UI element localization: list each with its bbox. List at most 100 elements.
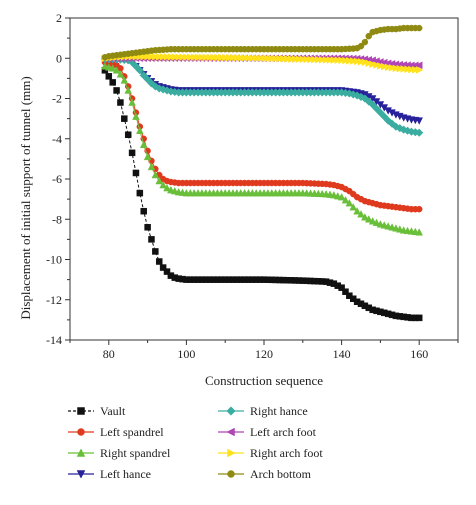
x-tick-label: 80 xyxy=(103,347,115,361)
data-point-right-hance xyxy=(135,66,144,75)
data-point-right-arch-foot xyxy=(287,55,296,63)
y-axis-title: Displacement of initial support of tunne… xyxy=(18,76,33,319)
data-point-right-arch-foot xyxy=(190,53,199,62)
data-point-right-arch-foot xyxy=(404,65,412,74)
data-point-right-spandrel xyxy=(147,162,156,171)
data-point-right-spandrel xyxy=(120,76,129,84)
data-point-vault xyxy=(144,224,151,231)
data-point-right-spandrel xyxy=(143,152,152,161)
data-point-right-arch-foot xyxy=(225,53,234,62)
data-point-right-spandrel xyxy=(372,218,381,227)
legend-marker xyxy=(76,470,86,479)
data-point-right-arch-foot xyxy=(392,64,401,73)
data-point-left-spandrel xyxy=(415,205,423,213)
data-point-right-arch-foot xyxy=(241,54,249,62)
series-group xyxy=(100,24,424,322)
data-point-right-arch-foot xyxy=(377,62,385,70)
data-point-right-arch-foot xyxy=(284,55,292,63)
data-point-right-arch-foot xyxy=(249,54,257,62)
data-point-vault xyxy=(140,207,147,215)
data-point-right-arch-foot xyxy=(198,53,207,62)
series-arch-bottom xyxy=(101,24,423,61)
data-point-right-arch-foot xyxy=(155,53,164,61)
data-point-right-arch-foot xyxy=(183,53,191,62)
data-point-right-arch-foot xyxy=(202,53,210,62)
data-point-right-spandrel xyxy=(132,112,140,120)
data-point-right-arch-foot xyxy=(179,53,187,61)
data-point-right-spandrel xyxy=(116,70,125,78)
y-tick-label: -4 xyxy=(52,132,62,146)
data-point-right-arch-foot xyxy=(175,53,183,61)
legend-item-left-hance: Left hance xyxy=(68,467,151,481)
data-point-right-spandrel xyxy=(163,183,171,192)
data-point-right-arch-foot xyxy=(245,54,253,62)
data-point-right-spandrel xyxy=(155,176,164,185)
legend-label: Vault xyxy=(100,404,126,418)
data-point-right-arch-foot xyxy=(381,62,389,71)
data-point-right-arch-foot xyxy=(210,53,218,62)
data-point-right-arch-foot xyxy=(144,52,152,61)
data-point-right-spandrel xyxy=(159,180,167,189)
data-point-right-arch-foot xyxy=(264,54,273,63)
data-point-right-arch-foot xyxy=(330,56,338,64)
legend-marker xyxy=(226,406,236,416)
data-point-right-hance xyxy=(147,79,156,88)
legend-item-right-hance: Right hance xyxy=(218,404,308,418)
data-point-right-arch-foot xyxy=(353,57,362,66)
data-point-right-spandrel xyxy=(128,98,136,106)
data-point-right-arch-foot xyxy=(408,65,416,74)
legend-item-right-spandrel: Right spandrel xyxy=(68,446,171,460)
y-tick-label: -12 xyxy=(46,293,62,307)
y-tick-label: 2 xyxy=(56,11,62,25)
legend-label: Left arch foot xyxy=(250,425,317,439)
data-point-right-spandrel xyxy=(337,192,346,201)
data-point-right-arch-foot xyxy=(396,64,404,73)
series-right-spandrel xyxy=(101,62,424,236)
y-tick-label: -10 xyxy=(46,253,62,267)
data-point-right-arch-foot xyxy=(148,52,156,61)
legend-marker xyxy=(76,448,86,457)
x-axis-title: Construction sequence xyxy=(205,373,323,388)
data-point-right-spandrel xyxy=(357,210,365,218)
legend-label: Right spandrel xyxy=(100,446,171,460)
data-point-vault xyxy=(124,131,132,138)
legend-marker xyxy=(77,428,85,436)
y-tick-label: -6 xyxy=(52,172,62,186)
data-point-right-arch-foot xyxy=(167,53,176,61)
data-point-right-arch-foot xyxy=(206,53,214,62)
data-point-right-arch-foot xyxy=(171,53,179,61)
data-point-right-arch-foot xyxy=(252,54,261,62)
data-point-right-arch-foot xyxy=(237,54,245,62)
data-point-vault xyxy=(128,149,136,157)
legend-label: Left hance xyxy=(100,467,151,481)
data-point-arch-bottom xyxy=(365,32,373,40)
legend-label: Right arch foot xyxy=(250,446,323,460)
data-point-right-spandrel xyxy=(353,207,361,215)
data-point-right-spandrel xyxy=(364,215,373,223)
x-tick-label: 160 xyxy=(410,347,428,361)
data-point-right-arch-foot xyxy=(260,54,269,63)
data-point-vault xyxy=(121,115,128,122)
legend-item-right-arch-foot: Right arch foot xyxy=(218,446,323,460)
data-point-right-arch-foot xyxy=(400,65,408,73)
data-point-right-arch-foot xyxy=(322,56,331,64)
data-point-right-arch-foot xyxy=(291,55,300,63)
data-point-right-arch-foot xyxy=(326,56,335,64)
data-point-arch-bottom xyxy=(361,38,369,46)
data-point-right-spandrel xyxy=(151,170,160,179)
data-point-right-arch-foot xyxy=(159,53,168,61)
data-point-right-arch-foot xyxy=(315,55,323,64)
data-point-arch-bottom xyxy=(415,24,423,32)
data-point-left-hance xyxy=(415,117,424,125)
data-point-right-arch-foot xyxy=(342,56,350,65)
series-vault xyxy=(101,67,423,322)
data-point-right-spandrel xyxy=(349,203,358,211)
data-point-right-arch-foot xyxy=(152,52,160,61)
data-point-right-spandrel xyxy=(139,140,148,149)
data-point-right-arch-foot xyxy=(373,61,381,69)
data-point-right-spandrel xyxy=(361,213,369,221)
data-point-vault xyxy=(159,264,167,271)
data-point-vault xyxy=(415,314,423,322)
data-point-right-arch-foot xyxy=(256,54,265,62)
legend-marker xyxy=(226,427,235,437)
